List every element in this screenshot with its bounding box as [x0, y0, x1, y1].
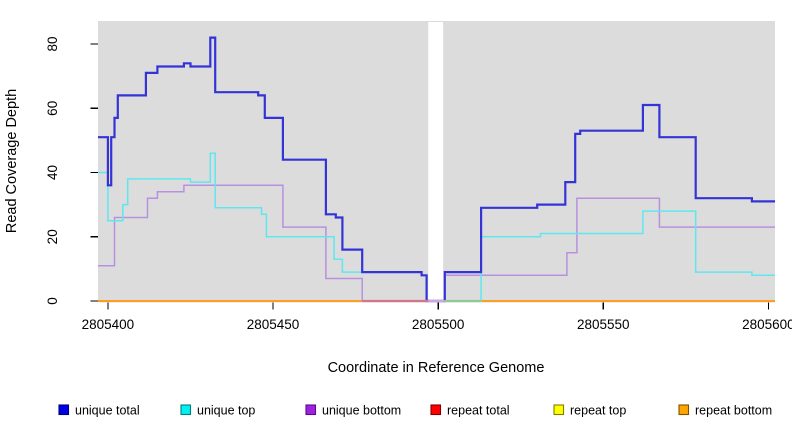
legend-swatch-repeat-top: [553, 404, 565, 416]
legend-label-unique-total: unique total: [75, 404, 140, 418]
y-tick-label-40: 40: [45, 165, 60, 180]
x-tick-label-2805400: 2805400: [82, 317, 135, 332]
y-tick-label-20: 20: [45, 229, 60, 244]
y-tick-label-80: 80: [45, 36, 60, 51]
legend-label-repeat-total: repeat total: [447, 404, 510, 418]
legend-swatch-repeat-bottom: [678, 404, 690, 416]
legend-swatch-unique-bottom: [305, 404, 317, 416]
legend-label-repeat-top: repeat top: [570, 404, 626, 418]
x-tick-label-2805550: 2805550: [577, 317, 630, 332]
x-axis-title: Coordinate in Reference Genome: [328, 360, 545, 376]
legend-label-unique-bottom: unique bottom: [322, 404, 401, 418]
y-tick-label-0: 0: [45, 297, 60, 305]
legend-swatch-unique-total: [58, 404, 70, 416]
x-tick-label-2805450: 2805450: [247, 317, 300, 332]
legend-swatch-repeat-total: [430, 404, 442, 416]
y-axis-title: Read Coverage Depth: [4, 89, 20, 233]
legend-label-unique-top: unique top: [197, 404, 255, 418]
series-line-unique-bottom: [98, 184, 775, 302]
series-line-unique-top: [98, 152, 775, 302]
no-data-band: [428, 22, 444, 300]
x-tick-label-2805600: 2805600: [742, 317, 792, 332]
legend-swatch-unique-top: [180, 404, 192, 416]
series-line-unique-total: [98, 36, 775, 303]
legend-label-repeat-bottom: repeat bottom: [695, 404, 772, 418]
x-tick-label-2805500: 2805500: [412, 317, 465, 332]
y-tick-label-60: 60: [45, 101, 60, 116]
